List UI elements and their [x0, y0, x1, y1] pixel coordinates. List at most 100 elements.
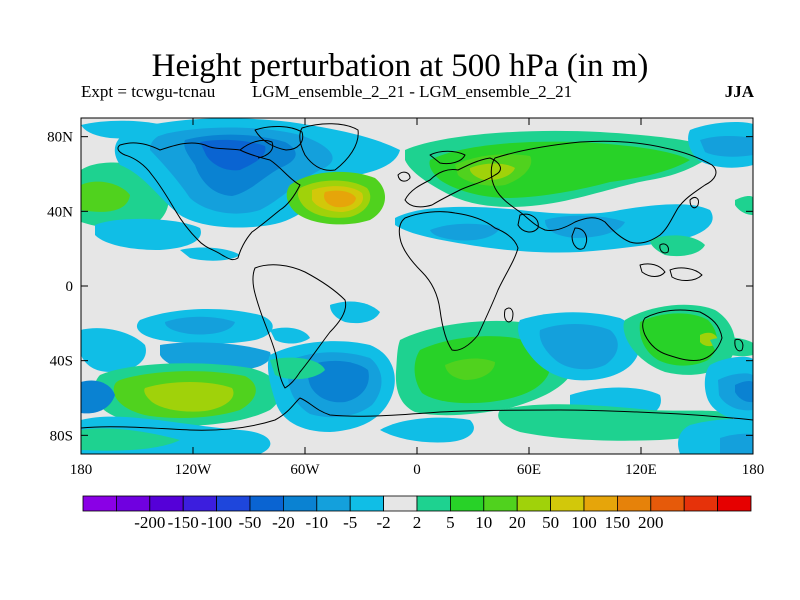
lat-tick-label: 80S — [50, 428, 73, 444]
colorbar-swatch — [416, 495, 451, 512]
experiment-label: Expt = tcwgu-tcnau — [81, 82, 216, 101]
colorbar-swatch — [449, 495, 485, 512]
season-label: JJA — [724, 82, 754, 101]
coastline-australia — [642, 309, 723, 361]
colorbar-swatch — [583, 495, 618, 512]
lat-tick-label: 40S — [50, 354, 73, 370]
colorbar-label: 2 — [413, 513, 422, 532]
lon-tick-label: 0 — [413, 462, 421, 478]
contour-yellow-eurasia — [469, 163, 515, 181]
contour-blue-arabia — [545, 215, 625, 238]
coastline-antarctica — [81, 397, 753, 431]
contour-blue-north-africa — [430, 223, 500, 241]
coastline-africa — [398, 211, 519, 351]
plot-title: Height perturbation at 500 hPa (in m) — [151, 48, 649, 84]
colorbar-label: -5 — [343, 513, 357, 532]
coastline-new-zealand — [734, 339, 744, 352]
colorbar-swatch — [149, 495, 184, 512]
lat-tick-label: 40N — [47, 204, 73, 220]
coastlines — [81, 123, 753, 431]
colorbar-label: -200 — [134, 513, 165, 532]
contour-field — [81, 118, 753, 454]
contour-cyan-weddell — [380, 417, 474, 443]
coastline-india — [571, 227, 588, 250]
colorbar-label: -2 — [377, 513, 391, 532]
colorbar-swatch — [516, 495, 552, 512]
contour-green-east-asia — [650, 235, 705, 257]
colorbar-label: 150 — [605, 513, 631, 532]
contour-cyan-brazil-coast — [330, 301, 380, 324]
contour-cyan-sw-pacific — [81, 328, 146, 372]
colorbar-label: 5 — [446, 513, 455, 532]
coastline-indonesia-2 — [669, 267, 703, 281]
colorbar-label: -20 — [272, 513, 295, 532]
coastline-europe — [404, 157, 501, 208]
lon-tick-label: 120W — [175, 462, 213, 478]
contour-green-patagonia — [270, 357, 325, 380]
colorbar-label: -10 — [305, 513, 328, 532]
colorbar: -200 -150 -100 -50 -20 -10 -5 -2 2 5 10 20 50 100 150 2… — [82, 495, 752, 532]
colorbar-label: 20 — [509, 513, 526, 532]
coastline-philippines — [659, 243, 669, 254]
colorbar-label: 50 — [542, 513, 559, 532]
colorbar-label: -100 — [201, 513, 232, 532]
colorbar-label: 200 — [638, 513, 664, 532]
colorbar-swatch — [617, 495, 652, 512]
lon-tick-label: 60W — [290, 462, 320, 478]
colorbar-swatch — [550, 495, 585, 512]
contour-yellowgreen-south-atlantic — [445, 358, 495, 380]
contour-cyan-tropical-pacific — [95, 218, 201, 250]
contour-blue-antarctic-west — [81, 380, 115, 414]
contour-blue-arctic-east — [700, 135, 753, 157]
colorbar-swatch — [282, 495, 318, 512]
coastline-arabia — [517, 213, 539, 233]
contour-cyan-central-america — [180, 247, 240, 261]
contour-blue-south-pacific — [165, 316, 235, 335]
coastline-greenland-west — [254, 126, 304, 151]
colorbar-swatch — [717, 495, 752, 512]
colorbar-label: 10 — [475, 513, 492, 532]
colorbar-swatch — [316, 495, 351, 512]
coastline-japan — [689, 197, 699, 209]
ensemble-label: LGM_ensemble_2_21 - LGM_ensemble_2_21 — [252, 82, 573, 101]
axes: 80N 40N 0 40S 80S 180 120W 60W 0 60E 120E 180 — [47, 118, 764, 478]
contour-green-np-east — [735, 195, 753, 215]
coastline-south-america — [252, 264, 347, 389]
lon-tick-label: 120E — [625, 462, 657, 478]
contour-cyan-south-america-west — [270, 327, 310, 344]
contour-blue-antarctic-east — [720, 433, 753, 454]
contour-deepblue-canada — [200, 139, 266, 171]
colorbar-swatch — [349, 495, 385, 512]
contour-cyan-arctic-west — [81, 120, 175, 139]
colorbar-swatch — [483, 495, 518, 512]
colorbar-swatch — [216, 495, 251, 512]
coastline-hudson-bay — [239, 139, 274, 159]
colorbar-label: -50 — [239, 513, 262, 532]
colorbar-label: -150 — [168, 513, 199, 532]
contour-green-antarctic-west — [81, 428, 180, 451]
coastline-british-isles — [397, 171, 411, 182]
colorbar-label: 100 — [571, 513, 597, 532]
contour-orange-north-atlantic — [324, 190, 356, 208]
contour-lime-ne-pacific — [81, 181, 130, 212]
colorbar-swatch — [683, 495, 719, 512]
colorbar-swatch — [116, 495, 151, 512]
colorbar-swatch — [249, 495, 284, 512]
colorbar-swatch — [650, 495, 685, 512]
colorbar-swatch — [82, 495, 117, 512]
coastline-north-america — [117, 142, 301, 261]
contour-yellow-south-pacific — [144, 382, 234, 412]
contour-lime-australia — [639, 313, 717, 366]
lon-tick-label: 180 — [70, 462, 93, 478]
colorbar-swatch — [182, 495, 217, 512]
coastline-indonesia-1 — [639, 263, 666, 277]
lon-tick-label: 60E — [517, 462, 541, 478]
coastline-madagascar — [504, 307, 514, 323]
contour-darkblue-se-pacific — [735, 380, 753, 403]
lon-tick-label: 180 — [742, 462, 765, 478]
contour-blue-indian-ocean — [539, 324, 618, 370]
coastline-asia — [490, 140, 717, 244]
coastline-greenland — [299, 123, 359, 171]
coastline-scandinavia — [429, 150, 466, 165]
